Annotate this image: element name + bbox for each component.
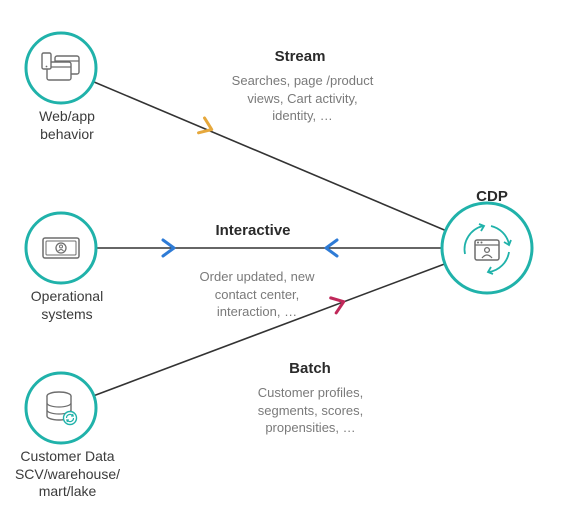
interactive-title: Interactive <box>193 222 313 239</box>
webapp-label: Web/app behavior <box>22 108 112 143</box>
diagram-canvas: Web/app behavior Operational systems Cus… <box>0 0 565 507</box>
web-node <box>26 33 96 103</box>
batch-title: Batch <box>250 360 370 377</box>
interactive-desc: Order updated, new contact center, inter… <box>182 268 332 321</box>
cdp-title: CDP <box>472 188 512 205</box>
cdp-node <box>442 203 532 293</box>
customerdata-label: Customer Data SCV/warehouse/ mart/lake <box>10 448 125 501</box>
ops-node <box>26 213 96 283</box>
data-node <box>26 373 96 443</box>
operational-label: Operational systems <box>22 288 112 323</box>
stream-desc: Searches, page /product views, Cart acti… <box>225 72 380 125</box>
sync-icon <box>64 412 77 425</box>
batch-desc: Customer profiles, segments, scores, pro… <box>238 384 383 437</box>
stream-title: Stream <box>240 48 360 65</box>
